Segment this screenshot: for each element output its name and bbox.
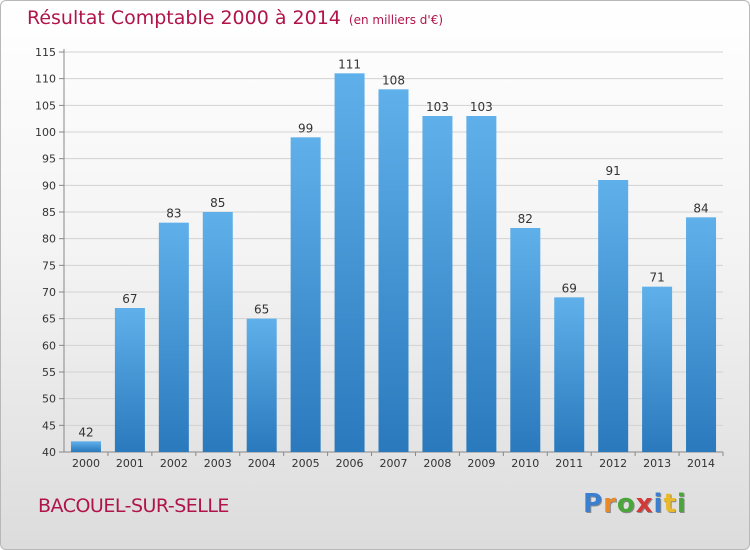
- bar: [510, 228, 541, 452]
- y-tick-label: 55: [42, 366, 56, 379]
- logo-letter: o: [616, 489, 636, 519]
- x-tick-label: 2014: [687, 457, 715, 470]
- y-tick-label: 105: [35, 99, 56, 112]
- bar: [114, 308, 145, 452]
- bar: [466, 116, 497, 452]
- y-tick-label: 115: [35, 46, 56, 59]
- y-tick-label: 50: [42, 393, 56, 406]
- logo-letter: x: [635, 489, 654, 519]
- y-tick-label: 80: [42, 233, 56, 246]
- bar: [158, 222, 189, 452]
- y-tick-label: 40: [42, 446, 56, 459]
- x-tick-label: 2000: [72, 457, 100, 470]
- bar-value-label: 69: [562, 281, 577, 295]
- bar-value-label: 91: [606, 164, 621, 178]
- bar: [70, 441, 101, 452]
- x-tick-label: 2002: [160, 457, 188, 470]
- bar: [334, 73, 365, 452]
- x-tick-label: 2008: [423, 457, 451, 470]
- x-tick-label: 2004: [248, 457, 276, 470]
- bar: [422, 116, 453, 452]
- x-tick-label: 2012: [599, 457, 627, 470]
- x-tick-label: 2005: [292, 457, 320, 470]
- bar: [642, 286, 673, 452]
- bar-value-label: 103: [426, 100, 449, 114]
- y-tick-label: 95: [42, 153, 56, 166]
- y-tick-label: 60: [42, 339, 56, 352]
- y-tick-label: 110: [35, 73, 56, 86]
- logo-letter: r: [603, 489, 617, 519]
- logo-letter: t: [663, 489, 677, 519]
- proxiti-logo: Proxiti: [583, 489, 687, 519]
- chart-title: Résultat Comptable 2000 à 2014 (en millie…: [27, 7, 444, 29]
- bar-value-label: 83: [166, 207, 181, 221]
- bar: [554, 297, 585, 452]
- bar-value-label: 85: [210, 196, 225, 210]
- y-tick-label: 65: [42, 313, 56, 326]
- logo-letter: i: [653, 489, 664, 519]
- x-tick-label: 2006: [336, 457, 364, 470]
- bar: [598, 180, 629, 452]
- bar: [378, 89, 409, 452]
- x-tick-label: 2003: [204, 457, 232, 470]
- y-tick-label: 45: [42, 419, 56, 432]
- bar-value-label: 42: [78, 425, 93, 439]
- y-tick-label: 85: [42, 206, 56, 219]
- bar: [246, 318, 277, 452]
- x-tick-label: 2010: [511, 457, 539, 470]
- y-tick-label: 70: [42, 286, 56, 299]
- x-tick-label: 2009: [467, 457, 495, 470]
- bar-value-label: 71: [649, 271, 664, 285]
- bar: [686, 217, 717, 452]
- x-tick-label: 2001: [116, 457, 144, 470]
- bar: [290, 137, 321, 453]
- logo-letter: i: [676, 489, 687, 519]
- bar-value-label: 84: [693, 201, 708, 215]
- x-tick-label: 2011: [555, 457, 583, 470]
- y-tick-label: 100: [35, 126, 56, 139]
- bar-value-label: 103: [470, 100, 493, 114]
- y-tick-label: 75: [42, 259, 56, 272]
- bar-value-label: 108: [382, 73, 405, 87]
- chart-unit: (en milliers d'€): [348, 13, 444, 27]
- bar-value-label: 99: [298, 121, 313, 135]
- bar-value-label: 67: [122, 292, 137, 306]
- commune-name: BACOUEL-SUR-SELLE: [38, 495, 229, 517]
- y-tick-label: 90: [42, 179, 56, 192]
- x-tick-label: 2007: [380, 457, 408, 470]
- bar-value-label: 65: [254, 303, 269, 317]
- logo-letter: P: [583, 489, 604, 519]
- bar: [202, 212, 233, 452]
- bar-value-label: 111: [338, 57, 361, 71]
- x-tick-label: 2013: [643, 457, 671, 470]
- bar-value-label: 82: [518, 212, 533, 226]
